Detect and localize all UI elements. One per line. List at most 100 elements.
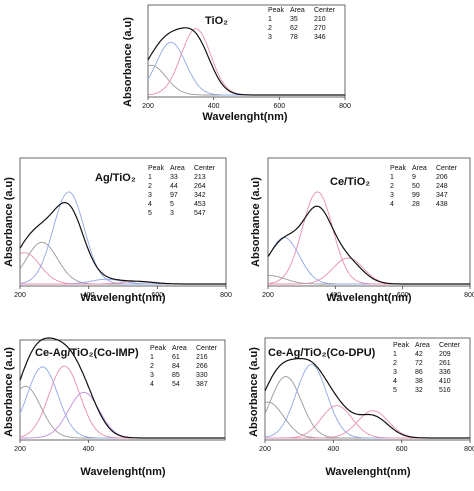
fit-component bbox=[267, 275, 470, 285]
table-cell: 2 bbox=[390, 183, 394, 190]
table-header: Center bbox=[314, 7, 336, 14]
table-cell: 1 bbox=[150, 354, 154, 361]
fit-component bbox=[268, 257, 470, 285]
table-cell: 1 bbox=[148, 174, 152, 181]
plot-frame bbox=[264, 337, 471, 441]
x-tick-label: 600 bbox=[151, 292, 163, 299]
table-header: Center bbox=[196, 345, 218, 352]
table-cell: 346 bbox=[314, 34, 326, 41]
table-cell: 28 bbox=[412, 201, 420, 208]
x-tick-label: 800 bbox=[339, 103, 351, 110]
table-cell: 438 bbox=[436, 201, 448, 208]
table-header: Peak bbox=[148, 165, 164, 172]
y-axis-label: Absorbance (a.u) bbox=[3, 177, 15, 267]
table-cell: 97 bbox=[170, 192, 178, 199]
table-cell: 50 bbox=[412, 183, 420, 190]
table-cell: 342 bbox=[194, 192, 206, 199]
table-cell: 387 bbox=[196, 381, 208, 388]
table-cell: 38 bbox=[415, 378, 423, 385]
table-cell: 42 bbox=[415, 351, 423, 358]
table-cell: 84 bbox=[172, 363, 180, 370]
table-cell: 5 bbox=[170, 201, 174, 208]
table-cell: 2 bbox=[393, 360, 397, 367]
table-cell: 1 bbox=[268, 16, 272, 23]
table-cell: 266 bbox=[196, 363, 208, 370]
table-header: Peak bbox=[390, 165, 406, 172]
x-tick-label: 400 bbox=[82, 446, 94, 453]
fit-envelope bbox=[19, 202, 226, 285]
x-tick-label: 600 bbox=[396, 446, 408, 453]
table-cell: 5 bbox=[148, 210, 152, 217]
fit-component bbox=[19, 252, 226, 285]
table-cell: 336 bbox=[439, 369, 451, 376]
table-cell: 264 bbox=[194, 183, 206, 190]
table-cell: 72 bbox=[415, 360, 423, 367]
table-cell: 4 bbox=[148, 201, 152, 208]
table-cell: 261 bbox=[439, 360, 451, 367]
x-tick-label: 800 bbox=[464, 292, 474, 299]
table-cell: 248 bbox=[436, 183, 448, 190]
y-axis-label: Absorbance (a.u) bbox=[250, 177, 262, 267]
fit-component bbox=[264, 401, 470, 439]
fit-component bbox=[20, 391, 225, 439]
x-axis-label: Wavelenght(nm) bbox=[325, 466, 410, 478]
table-cell: 3 bbox=[390, 192, 394, 199]
table-cell: 3 bbox=[393, 369, 397, 376]
fit-component bbox=[19, 385, 225, 439]
x-tick-label: 200 bbox=[262, 292, 274, 299]
table-cell: 3 bbox=[170, 210, 174, 217]
table-header: Area bbox=[290, 7, 305, 14]
table-header: Center bbox=[194, 165, 216, 172]
x-tick-label: 600 bbox=[397, 292, 409, 299]
x-axis-label: Wavelenght(nm) bbox=[80, 466, 165, 478]
table-cell: 32 bbox=[415, 387, 423, 394]
table-cell: 85 bbox=[172, 372, 180, 379]
fit-component bbox=[147, 64, 345, 96]
fit-component bbox=[267, 237, 470, 285]
table-cell: 54 bbox=[172, 381, 180, 388]
table-cell: 3 bbox=[148, 192, 152, 199]
table-cell: 9 bbox=[412, 174, 416, 181]
x-tick-label: 200 bbox=[14, 292, 26, 299]
table-cell: 44 bbox=[170, 183, 178, 190]
table-cell: 347 bbox=[436, 192, 448, 199]
table-cell: 5 bbox=[393, 387, 397, 394]
fit-envelope bbox=[147, 27, 345, 96]
x-tick-label: 800 bbox=[220, 292, 232, 299]
x-tick-label: 600 bbox=[273, 103, 285, 110]
table-cell: 4 bbox=[150, 381, 154, 388]
table-cell: 330 bbox=[196, 372, 208, 379]
panel-title: TiO₂ bbox=[205, 15, 228, 27]
table-cell: 99 bbox=[412, 192, 420, 199]
fit-component bbox=[19, 241, 226, 285]
table-cell: 78 bbox=[290, 34, 298, 41]
table-cell: 4 bbox=[393, 378, 397, 385]
table-cell: 1 bbox=[393, 351, 397, 358]
fit-envelope bbox=[19, 337, 225, 439]
table-cell: 2 bbox=[268, 25, 272, 32]
x-tick-label: 400 bbox=[83, 292, 95, 299]
table-cell: 62 bbox=[290, 25, 298, 32]
table-cell: 453 bbox=[194, 201, 206, 208]
panel-title: Ce-Ag/TiO₂(Co-DPU) bbox=[268, 347, 376, 359]
table-cell: 547 bbox=[194, 210, 206, 217]
table-header: Peak bbox=[268, 7, 284, 14]
y-axis-label: Absorbance (a.u) bbox=[122, 17, 134, 107]
plot-frame bbox=[267, 157, 471, 287]
table-cell: 3 bbox=[268, 34, 272, 41]
table-header: Area bbox=[172, 345, 187, 352]
table-cell: 2 bbox=[148, 183, 152, 190]
table-header: Center bbox=[439, 342, 461, 349]
table-header: Area bbox=[415, 342, 430, 349]
table-cell: 61 bbox=[172, 354, 180, 361]
x-axis-label: Wavelenght(nm) bbox=[80, 292, 165, 304]
x-tick-label: 200 bbox=[259, 446, 271, 453]
panel-title: Ce-Ag/TiO₂(Co-IMP) bbox=[35, 347, 139, 359]
x-tick-label: 400 bbox=[208, 103, 220, 110]
fit-component bbox=[265, 405, 470, 439]
fit-envelope bbox=[264, 357, 470, 439]
table-header: Peak bbox=[393, 342, 409, 349]
table-cell: 410 bbox=[439, 378, 451, 385]
table-cell: 3 bbox=[150, 372, 154, 379]
